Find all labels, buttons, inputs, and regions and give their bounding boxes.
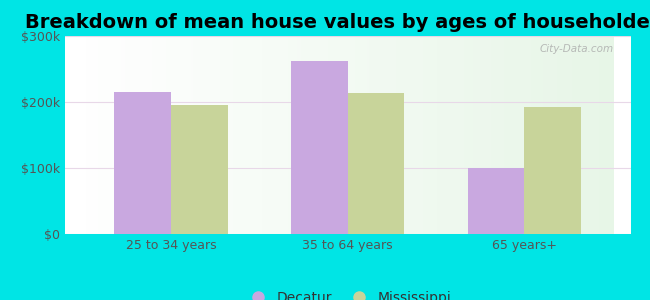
Title: Breakdown of mean house values by ages of householders: Breakdown of mean house values by ages o…	[25, 13, 650, 32]
Legend: Decatur, Mississippi: Decatur, Mississippi	[239, 285, 457, 300]
Text: City-Data.com: City-Data.com	[540, 44, 614, 54]
Bar	[171, 105, 228, 234]
Bar	[348, 93, 404, 234]
Bar	[525, 107, 581, 234]
Bar	[114, 92, 171, 234]
Bar	[114, 92, 171, 234]
Bar	[348, 93, 404, 234]
Bar	[468, 168, 525, 234]
Bar	[525, 107, 581, 234]
Bar	[468, 168, 525, 234]
Bar	[291, 61, 348, 234]
Bar	[291, 61, 348, 234]
Bar	[171, 105, 228, 234]
